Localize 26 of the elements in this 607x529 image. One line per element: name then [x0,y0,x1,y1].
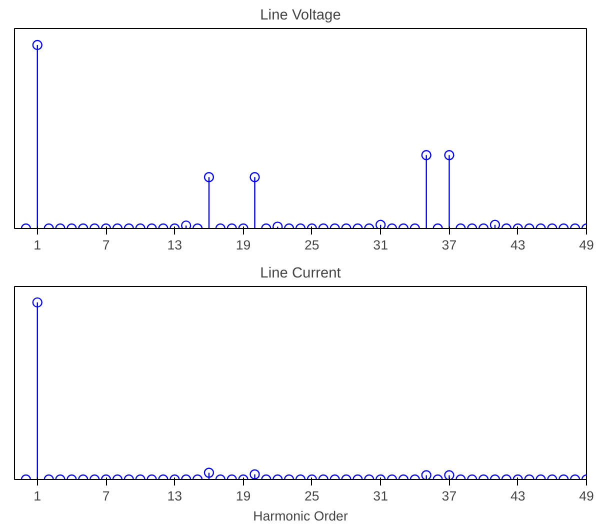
x-tick-label: 19 [236,238,251,252]
x-tick-label: 49 [579,488,594,504]
x-tick-label: 1 [34,238,42,252]
x-tick-label: 25 [304,488,320,504]
x-tick-label: 13 [167,488,182,504]
x-tick-label: 13 [167,238,182,252]
x-tick-label: 19 [236,488,251,504]
x-tick-label: 43 [510,488,526,504]
x-tick-label: 25 [304,238,320,252]
point [421,150,432,160]
x-tick-label: 37 [442,238,457,252]
x-tick-label: 37 [442,488,457,504]
x-tick-label: 31 [373,238,388,252]
point [250,172,260,182]
x-tick-label: 7 [102,488,110,504]
x-tick-label: 7 [102,238,110,252]
point [204,172,214,182]
chart-title: Line Current [260,266,341,282]
chart-title: Line Voltage [260,8,341,24]
x-tick-label: 43 [510,238,526,252]
x-tick-label: 31 [373,488,388,504]
point [181,220,192,228]
x-tick-label: 1 [34,488,42,504]
x-axis-title: Harmonic Order [253,508,348,524]
x-tick-label: 49 [579,238,594,252]
point [444,150,454,160]
